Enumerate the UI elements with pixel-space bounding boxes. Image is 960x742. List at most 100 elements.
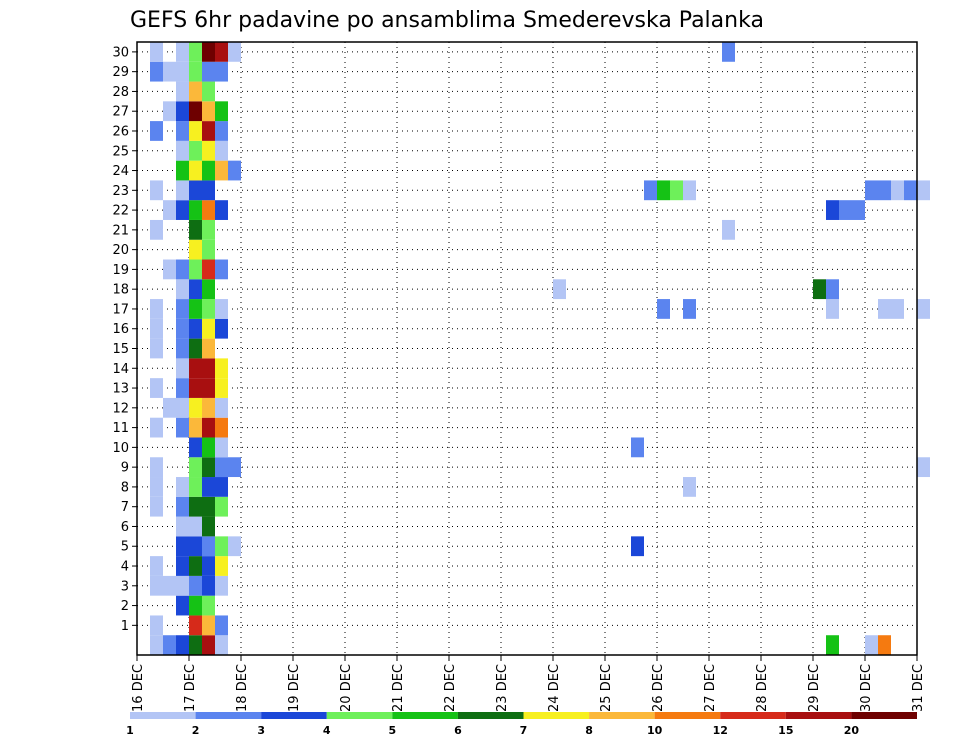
heatmap-cell [215, 556, 228, 576]
heatmap-cell [176, 259, 189, 280]
heatmap-cell [176, 338, 189, 359]
heatmap-cell [176, 417, 189, 438]
y-tick-label: 25 [112, 144, 129, 159]
x-tick-label: 28 DEC [755, 664, 770, 712]
heatmap-cell [189, 101, 202, 122]
heatmap-cell [228, 42, 241, 62]
y-axis: 1234567891011121314151617181920212223242… [112, 45, 137, 634]
heatmap-cell [189, 239, 202, 260]
heatmap-cell [215, 536, 228, 557]
heatmap-cell [202, 239, 215, 260]
x-tick-label: 21 DEC [391, 664, 406, 712]
heatmap-cell [189, 140, 202, 161]
heatmap-cell [176, 42, 189, 62]
legend-swatch [326, 712, 393, 719]
legend-label: 7 [520, 724, 528, 737]
y-tick-label: 9 [121, 461, 129, 476]
x-tick-label: 22 DEC [443, 664, 458, 712]
legend-swatch [457, 712, 524, 719]
y-tick-label: 5 [121, 540, 129, 555]
heatmap-cell [202, 635, 215, 655]
heatmap-cell [215, 101, 228, 122]
heatmap-cell [826, 279, 839, 300]
heatmap-cell [657, 299, 670, 319]
heatmap-cell [202, 219, 215, 240]
y-tick-label: 20 [112, 243, 129, 258]
chart-title: GEFS 6hr padavine po ansamblima Smederev… [130, 8, 764, 33]
heatmap-cell [202, 81, 215, 102]
x-tick-label: 27 DEC [703, 664, 718, 712]
heatmap-cell [631, 437, 644, 458]
legend-label: 1 [126, 724, 134, 737]
heatmap-cell [202, 437, 215, 458]
heatmap-cell [176, 121, 189, 141]
heatmap-cell [215, 496, 228, 517]
heatmap-cell [202, 615, 215, 636]
heatmap-cell [670, 180, 683, 201]
heatmap-cell [189, 595, 202, 616]
heatmap-cell [631, 536, 644, 557]
heatmap-cell [189, 259, 202, 280]
y-tick-label: 3 [121, 579, 129, 594]
heatmap-cell [150, 378, 163, 398]
heatmap-cell [189, 299, 202, 319]
heatmap-cell [917, 457, 930, 478]
heatmap-cell [202, 496, 215, 517]
heatmap-cell [852, 200, 865, 220]
heatmap-cell [189, 378, 202, 398]
heatmap-cell [813, 279, 826, 300]
heatmap-cell [202, 121, 215, 141]
x-tick-label: 30 DEC [859, 664, 874, 712]
heatmap-cell [215, 378, 228, 398]
heatmap-cell [202, 200, 215, 220]
heatmap-cell [150, 180, 163, 201]
heatmap-cell [189, 457, 202, 478]
legend-label: 6 [454, 724, 462, 737]
y-tick-label: 18 [112, 283, 129, 298]
y-tick-label: 16 [112, 322, 129, 337]
y-tick-label: 27 [112, 105, 129, 120]
y-tick-label: 19 [112, 263, 129, 278]
heatmap-cell [202, 575, 215, 596]
heatmap-cell [150, 318, 163, 339]
heatmap-cell [904, 180, 917, 201]
heatmap-cell [150, 556, 163, 576]
heatmap-cell [150, 457, 163, 478]
heatmap-cell [189, 42, 202, 62]
heatmap-cell [176, 635, 189, 655]
heatmap-cell [215, 358, 228, 379]
heatmap-cell [228, 536, 241, 557]
heatmap-cell [202, 160, 215, 181]
heatmap-cell [189, 516, 202, 537]
heatmap-cell [150, 42, 163, 62]
heatmap-cell [150, 61, 163, 82]
legend-label: 2 [192, 724, 200, 737]
heatmap-cell [878, 635, 891, 655]
heatmap-cell [917, 299, 930, 319]
heatmap-cell [891, 299, 904, 319]
heatmap-cell [176, 595, 189, 616]
heatmap-cell [202, 536, 215, 557]
heatmap-cell [189, 200, 202, 220]
heatmap-cell [150, 219, 163, 240]
heatmap-cell [228, 457, 241, 478]
heatmap-cell [189, 318, 202, 339]
heatmap-cell [176, 279, 189, 300]
y-tick-label: 21 [112, 223, 129, 238]
heatmap-cell [176, 140, 189, 161]
heatmap-cell [176, 358, 189, 379]
heatmap-cell [150, 417, 163, 438]
heatmap-cell [163, 397, 176, 418]
x-tick-label: 24 DEC [547, 664, 562, 712]
heatmap-cell [202, 516, 215, 537]
heatmap-cell [891, 180, 904, 201]
x-tick-label: 31 DEC [911, 664, 926, 712]
y-tick-label: 24 [112, 164, 129, 179]
heatmap-cell [176, 180, 189, 201]
heatmap-cell [878, 180, 891, 201]
heatmap-cell [722, 219, 735, 240]
heatmap-cell [163, 575, 176, 596]
legend-label: 8 [585, 724, 593, 737]
heatmap-cell [878, 299, 891, 319]
heatmap-cell [215, 615, 228, 636]
